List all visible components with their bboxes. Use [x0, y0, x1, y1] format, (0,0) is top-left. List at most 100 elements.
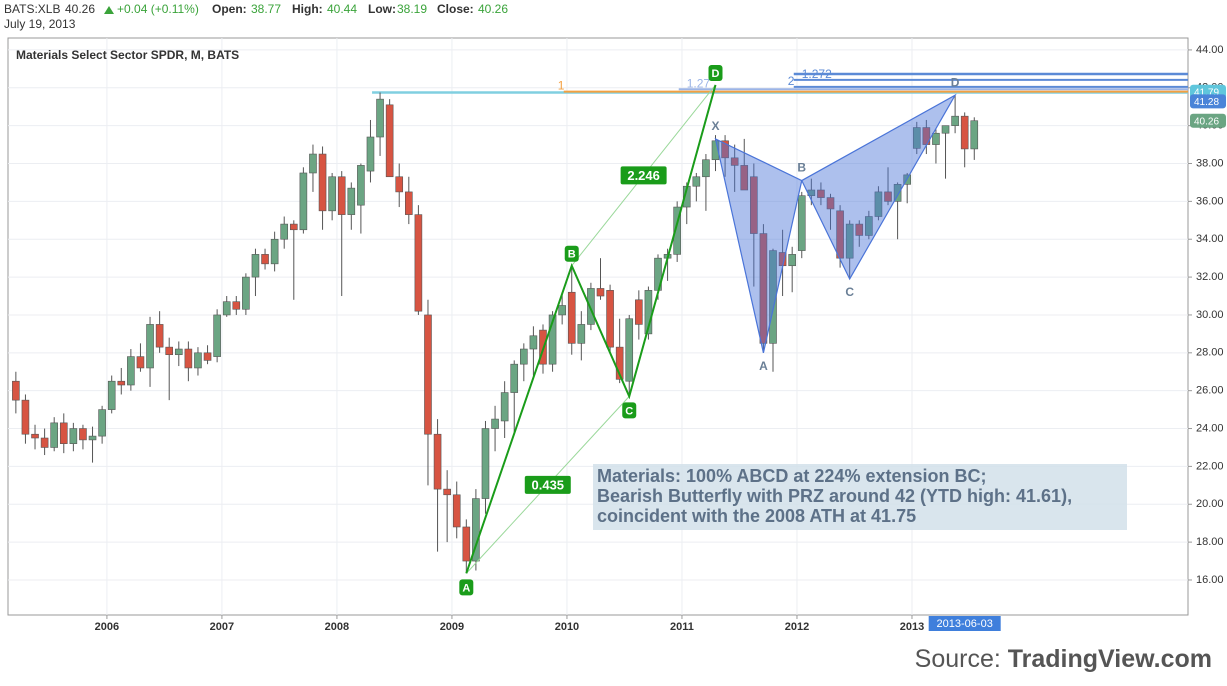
butterfly-label: X: [711, 119, 719, 133]
abcd-point-label: A: [462, 582, 470, 594]
abcd-point-box: [708, 64, 723, 81]
x-tick-label: 2012: [785, 621, 809, 633]
candle-body: [510, 363, 519, 393]
abcd-line: [465, 84, 717, 574]
candle-body: [146, 324, 154, 369]
candle-body: [127, 356, 135, 386]
candle-body: [452, 494, 461, 528]
candle-body: [69, 428, 78, 444]
candle-body: [366, 136, 375, 172]
candle-body: [817, 189, 825, 198]
candle-body: [376, 98, 384, 138]
candle-body: [213, 314, 221, 357]
candle-body: [270, 238, 279, 265]
candle-body: [328, 176, 336, 212]
close: 40.26: [478, 2, 508, 16]
candle-body: [884, 191, 892, 202]
butterfly-label: C: [845, 285, 854, 299]
candle-body: [88, 435, 97, 441]
candle-body: [845, 223, 854, 259]
x-tick-label: 2006: [95, 621, 119, 633]
candle-body: [788, 254, 796, 267]
candle-body: [136, 356, 145, 369]
candle-body: [261, 254, 269, 265]
candle-body: [759, 233, 768, 344]
candle-body: [107, 380, 116, 410]
candle-body: [702, 159, 710, 178]
y-tick-label: 16.00: [1196, 574, 1224, 586]
x-tick-label: 2008: [325, 621, 349, 633]
candle-body: [462, 526, 471, 562]
butterfly-wing: [714, 137, 803, 353]
candle-body: [529, 335, 538, 350]
candle-body: [797, 195, 806, 251]
fib-label: 1.27: [687, 76, 711, 90]
y-tick-label: 32.00: [1196, 271, 1224, 283]
candle-body: [117, 380, 126, 386]
candle-body: [500, 392, 509, 422]
candle-body: [941, 125, 950, 134]
candle-body: [242, 276, 250, 310]
candle-body: [692, 176, 701, 187]
date: July 19, 2013: [4, 17, 76, 31]
price-badge-label: 40.26: [1194, 116, 1219, 127]
candle-body: [481, 428, 490, 499]
x-tick-label: 2011: [670, 621, 694, 633]
candle-body: [12, 380, 20, 401]
candle-body: [635, 299, 643, 325]
price: 40.26: [65, 2, 95, 16]
candle-body: [31, 433, 39, 439]
abcd-point-box: [459, 579, 474, 596]
y-tick-label: 34.00: [1196, 233, 1224, 245]
candle-body: [932, 132, 940, 145]
candle-body: [289, 223, 298, 231]
price-badge-label: 41.79: [1194, 87, 1219, 98]
candle-body: [893, 184, 902, 202]
candle-body: [40, 437, 49, 448]
candle-body: [548, 314, 557, 365]
candle-body: [577, 324, 586, 344]
candle-body: [951, 115, 959, 126]
candle-body: [567, 291, 576, 344]
high: 40.44: [327, 2, 357, 16]
candle-body: [357, 165, 365, 206]
low: 38.19: [397, 2, 427, 16]
candle-body: [769, 250, 777, 344]
fib-label: 1: [558, 79, 565, 93]
candle-body: [318, 153, 327, 212]
candle-body: [299, 172, 308, 231]
candle-body: [155, 324, 164, 348]
abcd-point-label: D: [712, 68, 720, 80]
butterfly-label: D: [951, 75, 960, 89]
candle-body: [79, 428, 87, 441]
candle-body: [730, 157, 739, 166]
y-tick-label: 20.00: [1196, 498, 1224, 510]
candle-body: [222, 301, 231, 316]
candle-body: [433, 433, 442, 490]
candle-body: [673, 206, 681, 255]
candle-body: [251, 254, 260, 278]
ratio-label: 2.246: [627, 168, 660, 183]
candle-body: [309, 153, 317, 174]
candle-body: [174, 348, 183, 356]
abcd-point-box: [622, 402, 637, 419]
price-badge-label: 41.28: [1194, 97, 1219, 108]
candle-body: [874, 191, 883, 217]
chart-title: Materials Select Sector SPDR, M, BATS: [16, 48, 239, 62]
open-label: Open:: [212, 2, 247, 16]
y-tick-label: 24.00: [1196, 422, 1224, 434]
candle-body: [21, 399, 30, 435]
ratio-box: [524, 475, 571, 494]
candle-body: [740, 165, 749, 191]
candle-body: [615, 346, 624, 380]
candle-body: [960, 115, 969, 150]
candle-body: [970, 120, 979, 150]
candle-body: [50, 422, 58, 448]
candle-body: [347, 187, 356, 215]
close-label: Close:: [437, 2, 474, 16]
y-tick-label: 26.00: [1196, 385, 1224, 397]
date-badge: [928, 616, 1001, 631]
butterfly-wing: [800, 93, 957, 281]
candle-body: [424, 314, 432, 435]
candle-body: [855, 223, 864, 236]
